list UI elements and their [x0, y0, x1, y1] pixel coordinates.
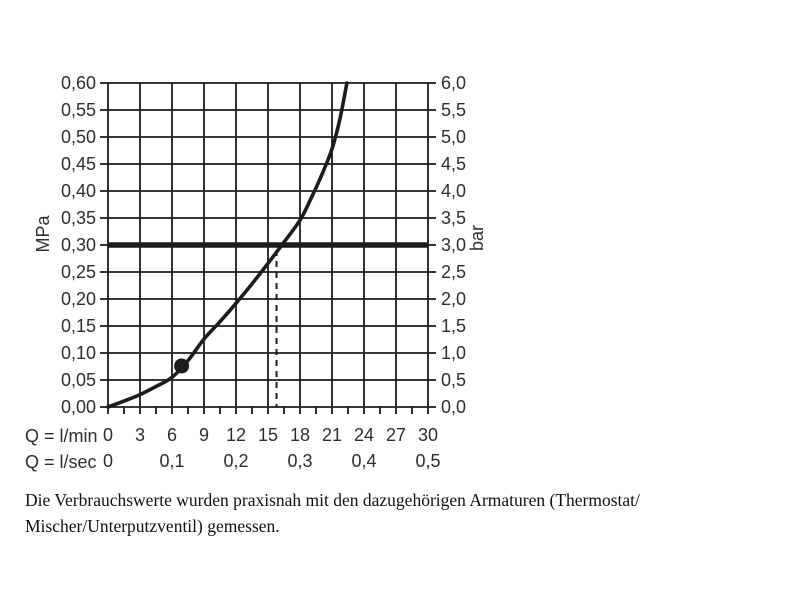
x-axis-lmin-row-label: Q = l/min [25, 426, 98, 446]
y-axis-left-tick-label: 0,30 [61, 235, 96, 255]
y-axis-left-tick-label: 0,15 [61, 316, 96, 336]
caption-line-2: Mischer/Unterputzventil) gemessen. [25, 516, 280, 536]
x-axis-lmin-tick-label: 27 [386, 425, 406, 445]
y-axis-right-tick-label: 4,5 [441, 154, 466, 174]
caption: Die Verbrauchswerte wurden praxisnah mit… [25, 487, 765, 539]
x-axis-lmin-tick-label: 6 [167, 425, 177, 445]
y-axis-left-tick-label: 0,10 [61, 343, 96, 363]
x-axis-lsec-row-label: Q = l/sec [25, 452, 97, 472]
x-axis-lmin-tick-label: 18 [290, 425, 310, 445]
x-axis-lmin-tick-label: 12 [226, 425, 246, 445]
x-axis-lsec-tick-label: 0,3 [287, 451, 312, 471]
y-axis-right-tick-label: 6,0 [441, 73, 466, 93]
curve-marker-dot [174, 358, 190, 374]
y-axis-left-tick-label: 0,35 [61, 208, 96, 228]
x-axis-lsec-tick-label: 0,2 [223, 451, 248, 471]
y-axis-right-unit-label: bar [467, 225, 487, 252]
x-axis-lmin-tick-label: 30 [418, 425, 438, 445]
x-axis-lmin-tick-label: 0 [103, 425, 113, 445]
y-axis-left-tick-label: 0,45 [61, 154, 96, 174]
x-axis-lmin-tick-label: 21 [322, 425, 342, 445]
y-axis-left-tick-label: 0,20 [61, 289, 96, 309]
x-axis-lsec-tick-label: 0,5 [415, 451, 440, 471]
y-axis-right-tick-label: 3,0 [441, 235, 466, 255]
y-axis-left-tick-label: 0,05 [61, 370, 96, 390]
x-axis-lsec-tick-label: 0 [103, 451, 113, 471]
caption-line-1: Die Verbrauchswerte wurden praxisnah mit… [25, 490, 640, 510]
y-axis-left-tick-label: 0,55 [61, 100, 96, 120]
x-axis-lmin-tick-label: 15 [258, 425, 278, 445]
y-axis-right-tick-label: 3,5 [441, 208, 466, 228]
y-axis-right-tick-label: 0,5 [441, 370, 466, 390]
y-axis-right-tick-label: 4,0 [441, 181, 466, 201]
flow-pressure-chart: 0,600,550,500,450,400,350,300,250,200,15… [61, 73, 466, 471]
y-axis-left-tick-label: 0,60 [61, 73, 96, 93]
y-axis-left-tick-label: 0,40 [61, 181, 96, 201]
y-axis-right-tick-label: 2,5 [441, 262, 466, 282]
y-axis-left-tick-label: 0,25 [61, 262, 96, 282]
y-axis-left-unit-label: MPa [33, 215, 53, 253]
x-axis-lsec-tick-label: 0,1 [159, 451, 184, 471]
x-axis-lmin-tick-label: 3 [135, 425, 145, 445]
x-axis-lsec-tick-label: 0,4 [351, 451, 376, 471]
x-axis-lmin-tick-label: 9 [199, 425, 209, 445]
y-axis-right-tick-label: 2,0 [441, 289, 466, 309]
flow-pressure-curve [106, 81, 349, 409]
y-axis-right-tick-label: 0,0 [441, 397, 466, 417]
y-axis-right-tick-label: 5,0 [441, 127, 466, 147]
x-axis-lmin-tick-label: 24 [354, 425, 374, 445]
y-axis-right-tick-label: 1,0 [441, 343, 466, 363]
y-axis-right-tick-label: 1,5 [441, 316, 466, 336]
y-axis-left-tick-label: 0,50 [61, 127, 96, 147]
y-axis-left-tick-label: 0,00 [61, 397, 96, 417]
y-axis-right-tick-label: 5,5 [441, 100, 466, 120]
